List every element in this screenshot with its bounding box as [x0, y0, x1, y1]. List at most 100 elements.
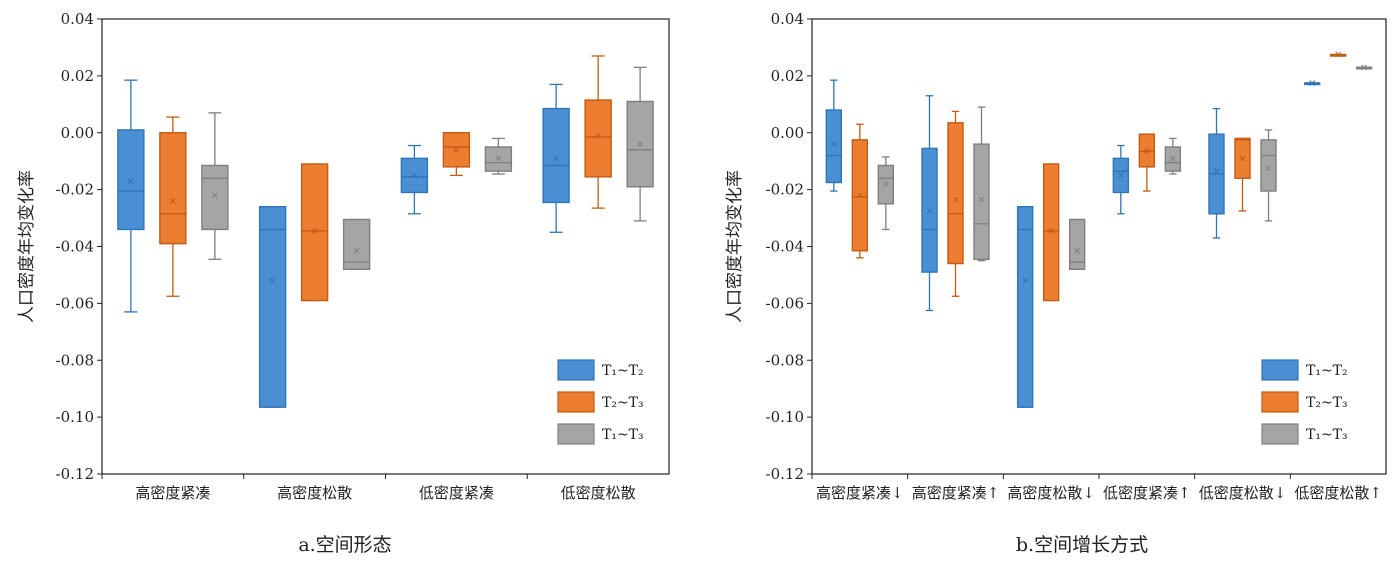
box-T1T2-1 — [921, 95, 938, 312]
mean-marker — [453, 146, 460, 153]
chart-caption: b.空间增长方式 — [1016, 534, 1148, 556]
box-T1T2-3 — [542, 83, 570, 233]
mean-marker — [637, 141, 643, 147]
y-axis-label: 人口密度年均变化率 — [17, 170, 37, 323]
iqr-box — [1016, 205, 1034, 408]
iqr-box — [1042, 163, 1060, 302]
mean-marker — [978, 196, 985, 203]
iqr-box — [342, 218, 371, 270]
mean-marker — [1074, 247, 1081, 254]
plot-frame — [811, 18, 1387, 475]
box-T2T3-3 — [1138, 133, 1156, 192]
iqr-box — [542, 107, 570, 204]
iqr-box — [300, 163, 329, 302]
chart-a-spatial-form: 0.04 0.02 0.00 -0.02 -0.04 -0.06 -0.08 -0.10 -0.… — [17, 10, 670, 556]
box-T2T3-1 — [300, 163, 329, 302]
category-label: 低密度松散↓ — [1199, 484, 1287, 502]
legend-label: T₂~T₃ — [1306, 395, 1348, 411]
box-T1T3-3 — [1164, 137, 1182, 175]
y-tick-label: 0.02 — [771, 67, 804, 85]
chart-caption: a.空间形态 — [298, 534, 391, 556]
mean-marker — [411, 172, 418, 179]
legend-label: T₁~T₂ — [1306, 363, 1348, 379]
y-tick-label: 0.00 — [771, 124, 804, 142]
legend-label: T₂~T₃ — [602, 395, 644, 411]
y-tick-label: -0.12 — [766, 465, 804, 483]
y-tick-label: -0.08 — [56, 351, 94, 369]
y-tick-label: -0.10 — [766, 408, 804, 426]
iqr-box — [117, 129, 145, 231]
iqr-box — [484, 146, 513, 172]
mean-marker — [1169, 155, 1176, 162]
mean-marker — [311, 228, 318, 234]
box-T2T3-5 — [1329, 51, 1347, 58]
iqr-box — [1164, 146, 1182, 172]
mean-marker — [353, 247, 360, 254]
iqr-box — [258, 205, 287, 408]
box-T1T3-5 — [1355, 64, 1373, 71]
y-tick-label: -0.02 — [766, 181, 804, 199]
y-tick-label: 0.02 — [61, 67, 94, 85]
category-label: 高密度紧凑 — [135, 484, 210, 502]
box-T1T2-5 — [1303, 80, 1321, 86]
box-T1T2-3 — [1112, 144, 1130, 215]
legend-label: T₁~T₂ — [602, 363, 644, 379]
mean-marker — [1143, 148, 1150, 155]
box-T1T2-4 — [1208, 107, 1225, 239]
mean-marker — [1335, 51, 1342, 58]
mean-marker — [1239, 155, 1246, 162]
category-label: 低密度松散↑ — [1294, 484, 1382, 502]
legend-swatch — [557, 359, 595, 381]
mean-marker — [269, 277, 276, 284]
legend-swatch — [557, 423, 595, 445]
y-tick-label: -0.06 — [766, 294, 804, 312]
iqr-box — [921, 147, 938, 273]
legend-swatch — [557, 391, 595, 413]
legend-label: T₁~T₃ — [602, 427, 644, 443]
mean-marker — [952, 196, 959, 203]
y-axis-label: 人口密度年均变化率 — [725, 170, 745, 323]
box-T2T3-1 — [947, 110, 964, 297]
y-tick-label: -0.04 — [56, 238, 94, 256]
y-tick-label: 0.04 — [61, 10, 94, 28]
box-T1T2-2 — [1016, 205, 1034, 408]
mean-marker — [1022, 277, 1029, 284]
y-tick-label: 0.04 — [771, 10, 804, 28]
box-T1T3-2 — [1068, 218, 1086, 270]
mean-marker — [1048, 228, 1055, 234]
y-tick-label: -0.04 — [766, 238, 804, 256]
mean-marker — [553, 155, 559, 162]
iqr-box — [825, 109, 843, 184]
iqr-box — [1138, 133, 1156, 168]
y-tick-label: -0.12 — [56, 465, 94, 483]
box-T1T3-0 — [877, 156, 895, 231]
box-T2T3-2 — [442, 132, 471, 177]
iqr-box — [877, 164, 895, 205]
mean-marker — [856, 192, 863, 199]
y-tick-label: -0.08 — [766, 351, 804, 369]
box-T1T2-2 — [400, 144, 429, 215]
iqr-box — [201, 164, 229, 231]
category-label: 高密度紧凑↑ — [912, 484, 1000, 502]
box-T1T2-0 — [117, 79, 145, 313]
box-T2T3-0 — [159, 116, 187, 297]
legend-swatch — [1261, 359, 1299, 381]
category-label: 低密度紧凑↑ — [1103, 484, 1191, 502]
iqr-box — [973, 143, 990, 260]
box-T2T3-4 — [1234, 137, 1251, 212]
mean-marker — [212, 192, 218, 199]
mean-marker — [495, 155, 502, 162]
category-label: 低密度紧凑 — [419, 484, 494, 502]
mean-marker — [595, 132, 601, 139]
y-tick-label: 0.00 — [61, 124, 94, 142]
box-T1T3-1 — [973, 106, 990, 262]
legend-swatch — [1261, 423, 1299, 445]
y-tick-label: -0.10 — [56, 408, 94, 426]
mean-marker — [882, 181, 889, 187]
box-T2T3-3 — [584, 55, 612, 209]
iqr-box — [159, 132, 187, 245]
y-tick-label: -0.02 — [56, 181, 94, 199]
box-T1T3-4 — [1260, 129, 1277, 222]
